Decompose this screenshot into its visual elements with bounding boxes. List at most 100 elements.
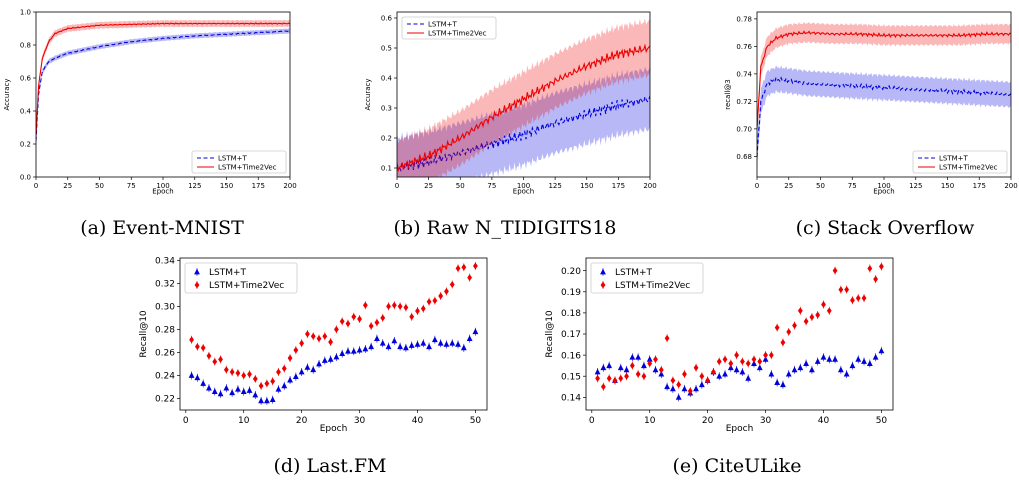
point-lstm-time2vec <box>333 325 339 333</box>
point-lstm-t <box>861 358 867 364</box>
point-lstm-time2vec <box>728 360 734 368</box>
point-lstm-t <box>368 343 375 350</box>
point-lstm-t <box>600 364 607 371</box>
y-tick-label: 0.78 <box>736 15 752 23</box>
x-axis-label: Epoch <box>726 424 754 434</box>
point-lstm-time2vec <box>751 355 757 363</box>
point-lstm-time2vec <box>455 264 461 272</box>
point-lstm-time2vec <box>276 368 281 376</box>
caption-event-mnist: (a) Event-MNIST <box>80 217 244 239</box>
y-tick-label: 0.18 <box>561 309 581 319</box>
point-lstm-t <box>791 366 798 373</box>
x-tick-label: 25 <box>784 182 793 190</box>
point-lstm-t <box>240 388 247 394</box>
point-lstm-t <box>281 382 288 389</box>
point-lstm-time2vec <box>322 332 328 340</box>
point-lstm-time2vec <box>351 313 357 321</box>
point-lstm-time2vec <box>658 366 664 374</box>
plot-area <box>397 18 650 177</box>
point-lstm-t <box>379 339 386 346</box>
point-lstm-t <box>385 343 392 350</box>
legend-swatch <box>600 281 606 289</box>
line-lstm-time2vec <box>397 43 650 173</box>
point-lstm-t <box>275 385 282 392</box>
x-tick-label: 50 <box>95 182 104 190</box>
point-lstm-time2vec <box>426 298 432 306</box>
point-lstm-t <box>194 374 201 381</box>
x-tick-label: 175 <box>612 182 625 190</box>
point-lstm-time2vec <box>699 372 705 380</box>
point-lstm-time2vec <box>374 318 380 326</box>
point-lstm-t <box>785 370 792 377</box>
point-lstm-t <box>449 339 456 346</box>
x-tick-label: 100 <box>517 182 530 190</box>
x-tick-label: 0 <box>34 182 38 190</box>
point-lstm-t <box>397 343 404 350</box>
point-lstm-t <box>774 379 781 385</box>
x-tick-label: 0 <box>755 182 759 190</box>
y-tick-label: 0.5 <box>381 44 392 52</box>
point-lstm-t <box>756 364 763 371</box>
y-tick-label: 0.6 <box>381 14 393 22</box>
x-tick-label: 75 <box>127 182 136 190</box>
legend-label: LSTM+Time2Vec <box>615 281 690 291</box>
y-tick-label: 0.30 <box>155 303 175 313</box>
point-lstm-t <box>229 389 236 396</box>
point-lstm-t <box>287 376 293 383</box>
point-lstm-time2vec <box>844 286 850 294</box>
point-lstm-time2vec <box>409 313 415 321</box>
point-lstm-time2vec <box>461 263 467 271</box>
band-lstm-time2vec <box>397 18 650 177</box>
point-lstm-t <box>298 368 305 375</box>
point-lstm-time2vec <box>734 351 740 359</box>
point-lstm-time2vec <box>305 330 310 338</box>
point-lstm-t <box>826 355 833 362</box>
y-axis-label: Recall@10 <box>545 310 555 358</box>
caption-stack-overflow: (c) Stack Overflow <box>795 217 975 239</box>
x-tick-label: 50 <box>876 416 888 426</box>
point-lstm-t <box>768 370 775 377</box>
legend-swatch <box>600 268 606 275</box>
point-lstm-time2vec <box>235 369 241 377</box>
point-lstm-t <box>693 385 699 392</box>
point-lstm-time2vec <box>879 262 884 270</box>
y-tick-label: 0.72 <box>736 98 752 106</box>
point-lstm-time2vec <box>797 307 803 315</box>
point-lstm-time2vec <box>722 355 728 363</box>
point-lstm-time2vec <box>664 334 670 342</box>
point-lstm-time2vec <box>676 381 682 389</box>
point-lstm-t <box>716 372 723 379</box>
point-lstm-t <box>321 357 328 363</box>
point-lstm-t <box>206 384 212 391</box>
point-lstm-time2vec <box>873 275 879 283</box>
plot-frame <box>179 257 488 411</box>
point-lstm-time2vec <box>328 338 334 346</box>
y-tick-label: 0.24 <box>155 372 175 382</box>
point-lstm-time2vec <box>467 274 473 282</box>
legend-label: LSTM+T <box>615 268 653 278</box>
point-lstm-t <box>722 370 728 377</box>
point-lstm-t <box>408 342 415 348</box>
point-lstm-t <box>356 346 363 353</box>
y-axis-label: Accuracy <box>364 79 372 111</box>
legend-label: LSTM+T <box>209 268 247 278</box>
legend-label: LSTM+Time2Vec <box>209 281 284 291</box>
point-lstm-t <box>780 381 786 388</box>
point-lstm-time2vec <box>780 338 786 346</box>
point-lstm-t <box>217 390 224 397</box>
y-tick-label: 0.20 <box>561 267 581 277</box>
legend-box <box>184 262 298 294</box>
y-tick-label: 0.76 <box>736 43 752 51</box>
point-lstm-t <box>733 366 740 373</box>
point-lstm-time2vec <box>247 370 252 378</box>
panel-citeulike: 0 10 20 30 40 50 0.14 0.15 0.16 0.17 0.18 0.19 0.20 E… <box>545 257 894 434</box>
point-lstm-time2vec <box>635 370 641 378</box>
point-lstm-t <box>681 385 688 392</box>
x-tick-label: 200 <box>1004 182 1017 190</box>
legend-label: LSTM+Time2Vec <box>939 163 998 171</box>
x-axis-label: Epoch <box>320 424 348 434</box>
x-tick-label: 20 <box>296 416 308 426</box>
point-lstm-t <box>455 340 461 347</box>
